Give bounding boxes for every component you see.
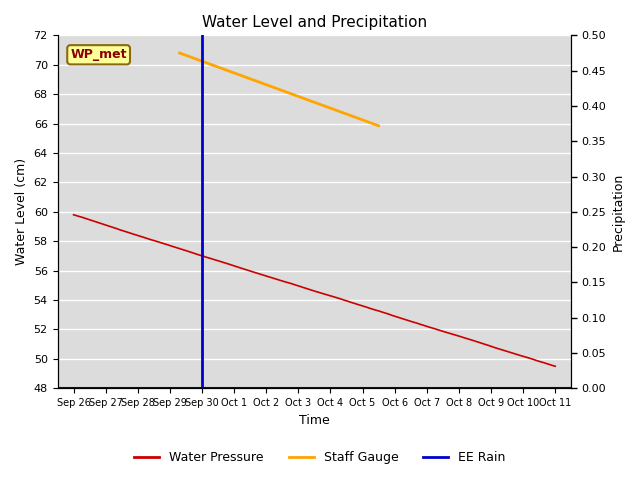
Legend: Water Pressure, Staff Gauge, EE Rain: Water Pressure, Staff Gauge, EE Rain [129, 446, 511, 469]
Y-axis label: Water Level (cm): Water Level (cm) [15, 158, 28, 265]
Title: Water Level and Precipitation: Water Level and Precipitation [202, 15, 427, 30]
X-axis label: Time: Time [299, 414, 330, 427]
Text: WP_met: WP_met [70, 48, 127, 61]
Y-axis label: Precipitation: Precipitation [612, 173, 625, 251]
